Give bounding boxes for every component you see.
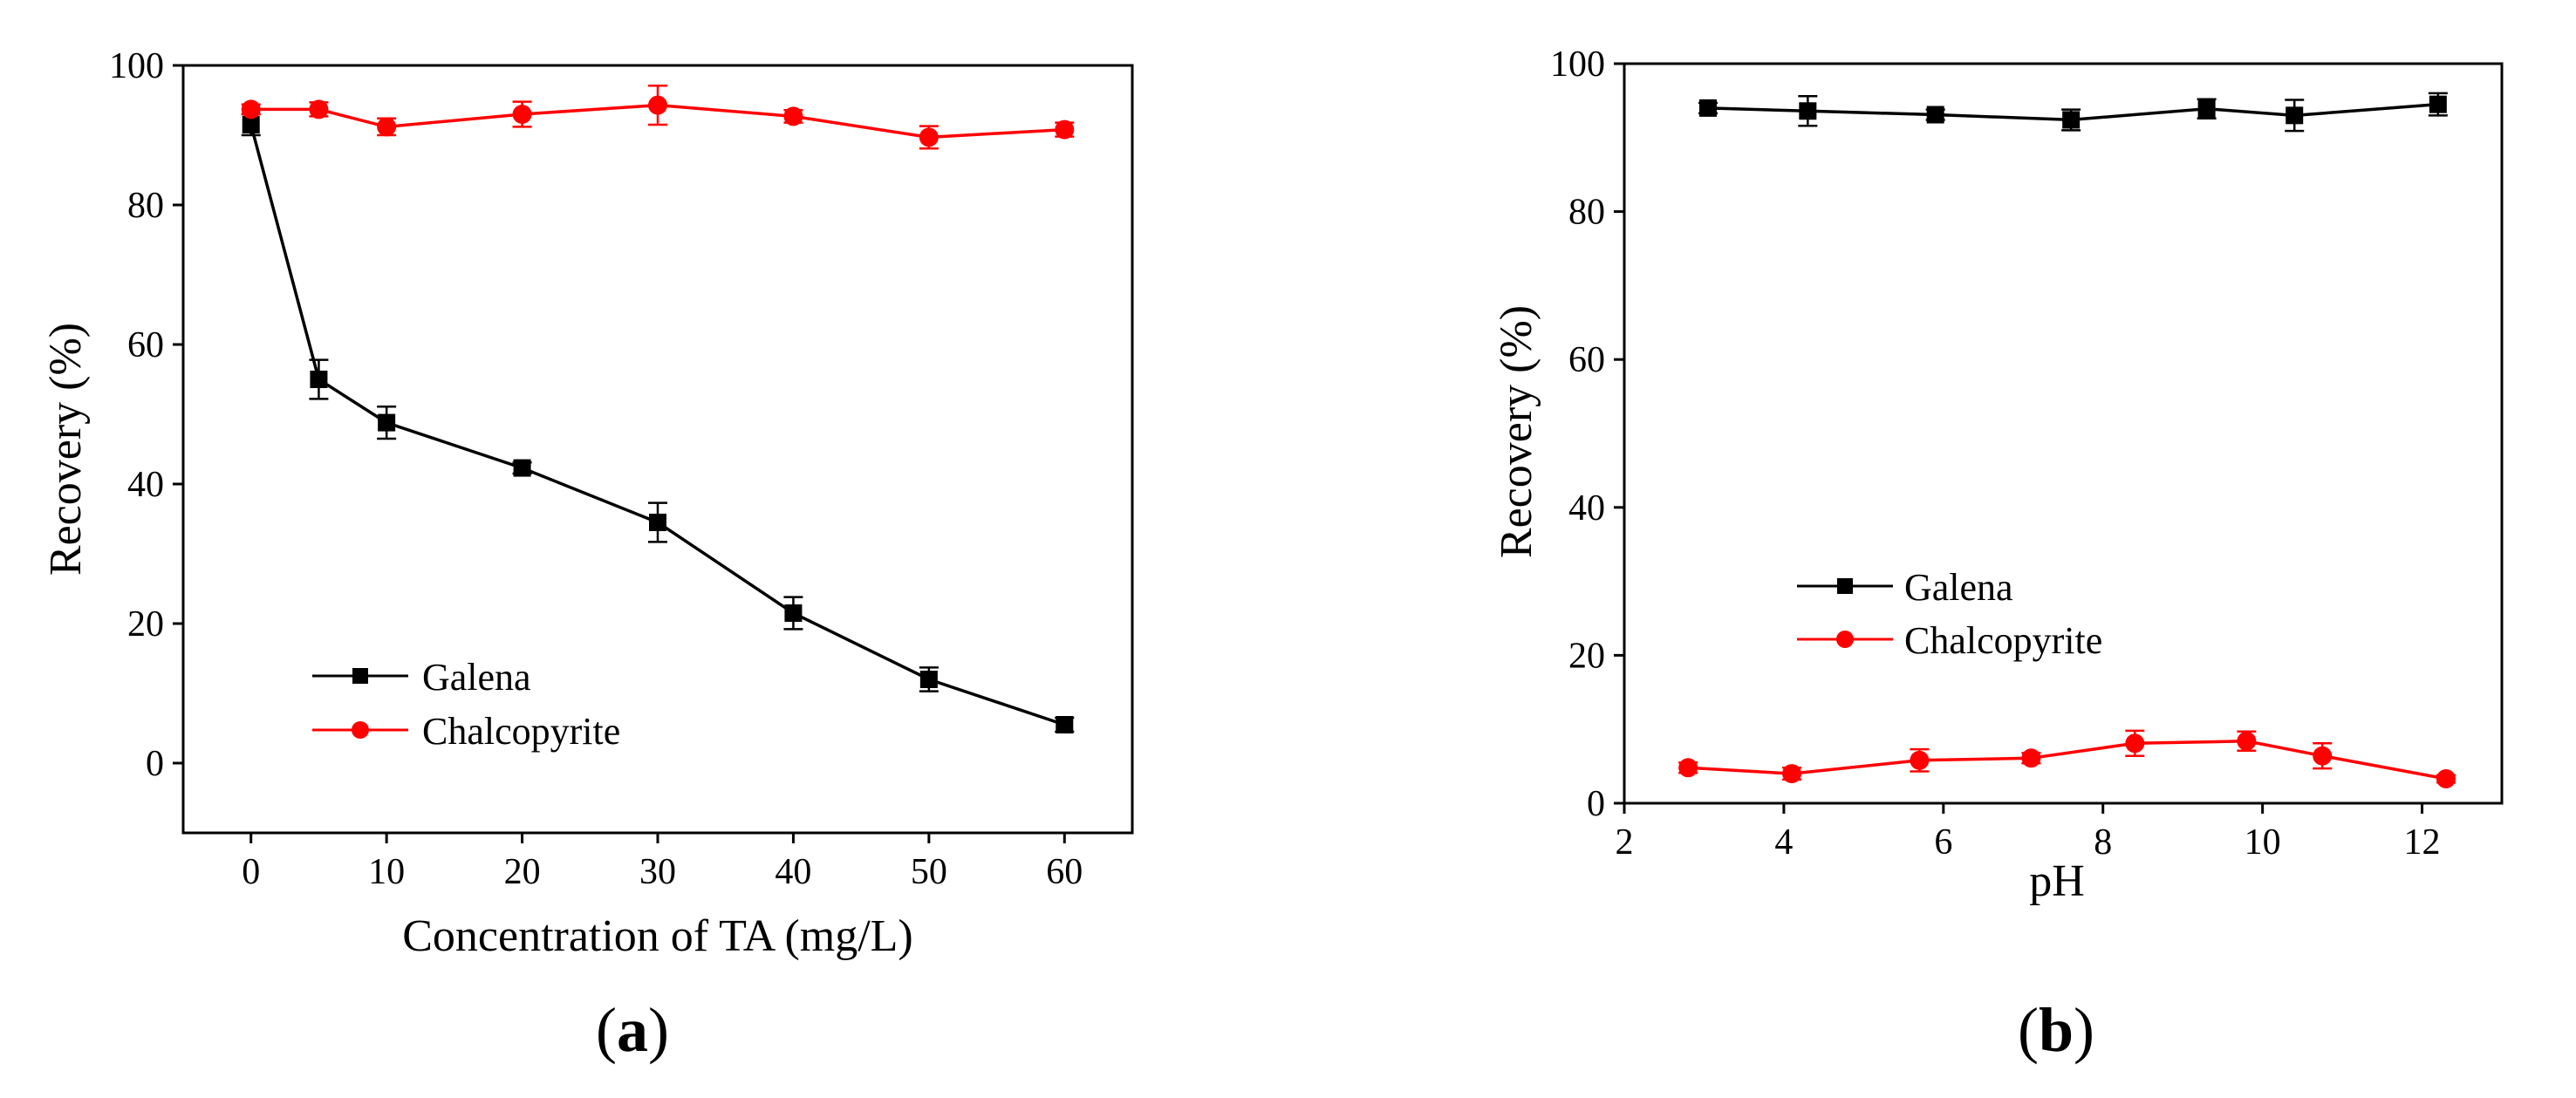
data-point-galena [310, 371, 328, 388]
x-tick-label: 50 [911, 852, 947, 892]
data-point-chalcopyrite [2125, 733, 2145, 754]
data-point-chalcopyrite [2313, 746, 2333, 766]
panel-label-a: (a) [596, 995, 669, 1065]
x-tick-label: 6 [1934, 822, 1952, 863]
data-point-chalcopyrite [2021, 748, 2041, 768]
chart-b-xlabel: pH [2029, 856, 2085, 906]
chart-b-ylabel: Recovery (%) [1492, 305, 1541, 558]
data-point-chalcopyrite [919, 127, 939, 147]
legend-chalcopyrite-marker [352, 721, 369, 739]
legend-galena-label: Galena [1904, 566, 2013, 609]
chart-a-legend: Galena Chalcopyrite [312, 656, 620, 753]
y-tick-label: 40 [1568, 488, 1605, 529]
data-point-chalcopyrite [512, 105, 532, 124]
y-tick-label: 40 [127, 465, 164, 505]
data-point-galena [919, 671, 938, 688]
data-point-chalcopyrite [648, 95, 667, 115]
data-point-chalcopyrite [1782, 764, 1802, 784]
data-point-chalcopyrite [309, 99, 329, 119]
chart-b-marks [1678, 92, 2456, 789]
data-point-galena [1926, 106, 1944, 124]
chart-b-axes: 2 4 6 8 10 12 0 20 40 60 80 100 [1550, 44, 2441, 863]
x-tick-label: 0 [242, 852, 260, 892]
y-tick-label: 60 [1568, 340, 1605, 380]
x-tick-label: 10 [2245, 822, 2281, 863]
data-point-chalcopyrite [783, 106, 803, 126]
x-tick-label: 20 [504, 852, 541, 892]
data-point-chalcopyrite [241, 99, 261, 119]
x-tick-label: 40 [775, 852, 811, 892]
data-point-chalcopyrite [1055, 119, 1075, 140]
chart-b-frame [1623, 62, 2504, 805]
y-tick-label: 100 [1550, 44, 1605, 85]
legend-chalcopyrite-marker [1836, 631, 1854, 648]
chart-a-ylabel: Recovery (%) [41, 323, 91, 576]
x-tick-label: 2 [1616, 822, 1634, 863]
data-point-chalcopyrite [1678, 758, 1698, 778]
chart-b: 2 4 6 8 10 12 0 20 40 60 80 100 pH Recovery (%) Gal… [1492, 44, 2504, 906]
legend-chalcopyrite-label: Chalcopyrite [1904, 619, 2102, 662]
x-tick-label: 60 [1046, 852, 1083, 892]
data-point-galena [2062, 111, 2081, 129]
panel-label-b-close: ) [2074, 995, 2094, 1065]
legend-galena-marker [1837, 578, 1853, 594]
legend-chalcopyrite-label: Chalcopyrite [422, 710, 620, 753]
panel-label-a-letter: a [617, 995, 648, 1065]
data-point-chalcopyrite [2237, 731, 2257, 751]
data-point-galena [1056, 716, 1074, 733]
y-tick-label: 0 [1587, 784, 1605, 824]
y-tick-label: 60 [127, 325, 164, 365]
x-tick-label: 30 [639, 852, 676, 892]
x-tick-label: 10 [368, 852, 405, 892]
x-tick-label: 4 [1774, 822, 1793, 863]
data-point-galena [242, 116, 260, 133]
y-tick-label: 20 [1568, 636, 1605, 676]
chart-a-xlabel: Concentration of TA (mg/L) [402, 911, 913, 961]
series-line-chalcopyrite [250, 103, 1065, 140]
data-point-galena [649, 514, 666, 531]
data-point-galena [2286, 106, 2304, 125]
legend-galena-label: Galena [422, 656, 531, 699]
data-point-galena [2429, 95, 2447, 113]
data-point-galena [2197, 99, 2216, 118]
x-tick-label: 8 [2094, 822, 2112, 863]
panel-label-a-open: ( [596, 995, 617, 1065]
y-tick-label: 100 [109, 46, 164, 86]
y-tick-label: 80 [1568, 193, 1605, 233]
series-line-chalcopyrite [1688, 740, 2447, 781]
data-point-chalcopyrite [377, 117, 397, 137]
chart-a-axes: 0 10 20 30 40 50 60 0 20 40 60 80 100 [109, 46, 1083, 892]
chart-b-legend: Galena Chalcopyrite [1797, 566, 2102, 662]
chart-a-marks [241, 84, 1075, 733]
y-tick-label: 80 [127, 186, 164, 226]
series-line-galena [249, 124, 1065, 726]
panel-label-b-open: ( [2018, 995, 2039, 1065]
panel-label-b: (b) [2018, 995, 2094, 1065]
panel-label-a-close: ) [648, 995, 669, 1065]
y-tick-label: 20 [127, 604, 164, 644]
y-tick-label: 0 [146, 744, 164, 784]
legend-galena-marker [352, 668, 368, 684]
data-point-chalcopyrite [1910, 750, 1930, 770]
panel-label-b-letter: b [2039, 995, 2074, 1065]
data-point-galena [784, 604, 803, 622]
x-tick-label: 12 [2404, 822, 2441, 863]
data-point-galena [1699, 99, 1718, 117]
data-point-chalcopyrite [2436, 769, 2456, 789]
data-point-galena [1799, 102, 1817, 120]
data-point-galena [378, 413, 396, 432]
data-point-galena [513, 459, 531, 477]
chart-a: 0 10 20 30 40 50 60 0 20 40 60 80 100 Concentration … [41, 46, 1134, 961]
